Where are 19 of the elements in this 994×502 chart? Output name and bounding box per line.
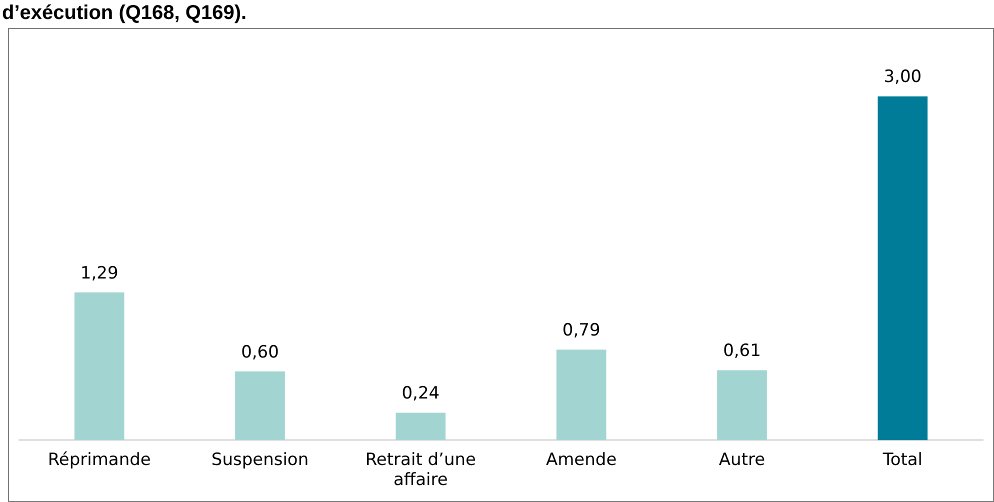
x-tick-label: Autre xyxy=(718,450,766,470)
x-tick-label: Suspension xyxy=(211,450,309,470)
data-label: 0,24 xyxy=(402,384,440,404)
data-label: 3,00 xyxy=(884,67,922,88)
bar xyxy=(556,350,606,440)
data-label: 0,60 xyxy=(241,342,279,362)
bar xyxy=(717,370,767,440)
bar xyxy=(235,371,285,440)
data-label: 0,79 xyxy=(562,320,600,341)
bar xyxy=(396,412,446,440)
x-tick-label: Retrait d’une affaire xyxy=(365,450,476,490)
x-tick-label: Total xyxy=(882,450,923,470)
bar xyxy=(878,96,928,440)
chart-title: d’exécution (Q168, Q169). xyxy=(1,1,248,26)
data-label: 1,29 xyxy=(80,263,118,284)
bar xyxy=(74,292,124,440)
x-tick-label: Réprimande xyxy=(48,450,151,470)
data-label: 0,61 xyxy=(723,341,761,362)
x-tick-label: Amende xyxy=(546,450,617,470)
